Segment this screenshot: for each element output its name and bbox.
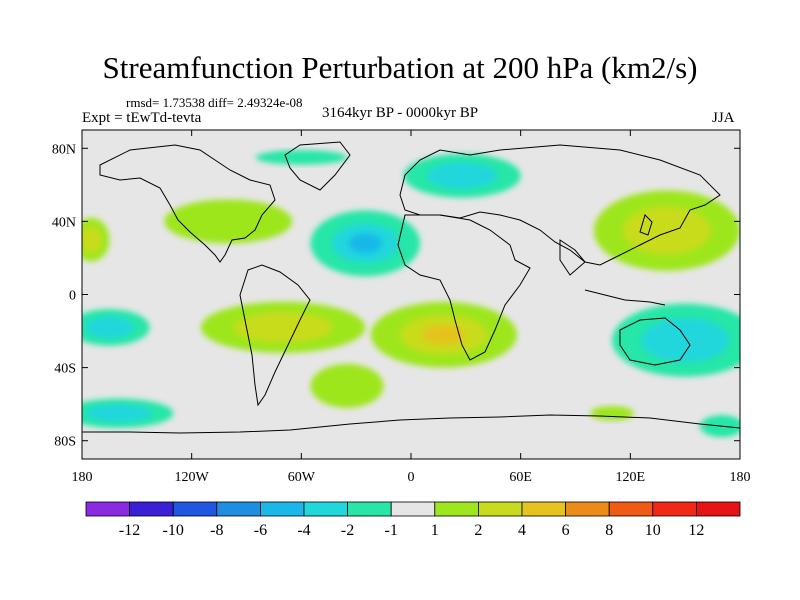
colorbar-label-9: 4	[518, 522, 526, 539]
colorbar-swatch-0	[85, 501, 130, 517]
colorbar-label-4: -4	[297, 522, 310, 539]
x-tick-label-2: 60W	[288, 470, 316, 485]
colorbar-label-7: 1	[431, 522, 439, 539]
colorbar-swatch-1	[129, 501, 174, 517]
y-tick-label-1: 40N	[52, 215, 76, 230]
colorbar-swatch-13	[652, 501, 697, 517]
colorbar-label-8: 2	[474, 522, 482, 539]
colorbar-label-10: 6	[562, 522, 570, 539]
colorbar-swatch-5	[303, 501, 348, 517]
colorbar-label-11: 8	[605, 522, 613, 539]
coastline-india	[559, 239, 586, 276]
x-tick-label-3: 0	[408, 470, 415, 485]
colorbar-label-6: -1	[385, 522, 398, 539]
y-tick-label-0: 80N	[52, 142, 76, 157]
colorbar-swatch-10	[521, 501, 566, 517]
season-label: JJA	[712, 110, 735, 126]
anomaly-core-6	[85, 316, 134, 339]
anomaly-peak-8	[421, 324, 466, 345]
colorbar-swatch-12	[608, 501, 654, 517]
coastline-japan	[639, 214, 653, 236]
anomaly-peak-1	[348, 233, 382, 254]
colorbar-label-5: -2	[341, 522, 354, 539]
coastline-greenland	[284, 141, 351, 191]
coastline-antarctica	[82, 414, 740, 434]
coastline-indonesia	[584, 289, 666, 306]
colorbar-swatch-2	[172, 501, 218, 517]
colorbar-swatch-11	[565, 501, 610, 517]
x-tick-label-5: 120E	[616, 470, 646, 485]
anomaly-0	[164, 199, 293, 244]
chart-title: Streamfunction Perturbation at 200 hPa (…	[102, 50, 698, 85]
anomaly-9	[310, 363, 384, 408]
colorbar-label-0: -12	[119, 522, 140, 539]
anomaly-core-7	[233, 312, 333, 343]
x-tick-label-1: 120W	[175, 470, 210, 485]
anomaly-core-3	[427, 162, 498, 189]
coastline-africa	[397, 214, 531, 361]
anomaly-12	[590, 405, 634, 421]
colorbar-label-13: 12	[688, 522, 704, 539]
x-tick-label-6: 180	[730, 470, 751, 485]
coastline-north-america	[99, 144, 276, 263]
period-label: 3164kyr BP - 0000kyr BP	[322, 105, 479, 121]
colorbar-swatch-8	[434, 501, 479, 517]
colorbar-label-12: 10	[645, 522, 661, 539]
colorbar-swatch-3	[216, 501, 261, 517]
colorbar-label-3: -6	[254, 522, 267, 539]
colorbar-swatch-6	[347, 501, 392, 517]
anomaly-core-5	[82, 226, 103, 253]
colorbar-swatch-7	[390, 501, 436, 517]
anomaly-2	[255, 150, 348, 165]
coastline-south-america	[239, 264, 311, 407]
x-tick-label-0: 180	[72, 470, 93, 485]
colorbar-label-1: -10	[163, 522, 184, 539]
y-tick-label-3: 40S	[54, 362, 76, 377]
stats-label: rmsd= 1.73538 diff= 2.49324e-08	[126, 95, 303, 110]
anomaly-core-10	[641, 318, 730, 363]
colorbar-swatch-9	[477, 501, 523, 517]
experiment-label: Expt = tEwTd-tevta	[82, 110, 202, 126]
y-tick-label-2: 0	[69, 289, 76, 304]
anomaly-core-11	[85, 404, 152, 423]
coastline-eurasia	[399, 144, 721, 266]
colorbar-swatch-4	[259, 501, 305, 517]
colorbar-label-2: -8	[210, 522, 223, 539]
x-tick-label-4: 60E	[509, 470, 532, 485]
y-tick-label-4: 80S	[54, 435, 76, 450]
colorbar-swatch-14	[696, 501, 741, 517]
coastline-australia	[619, 317, 691, 366]
